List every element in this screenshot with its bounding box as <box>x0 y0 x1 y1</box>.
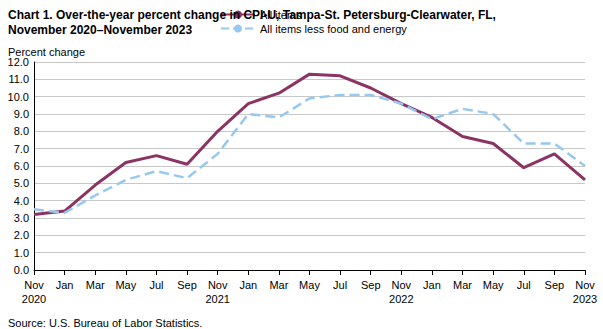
svg-text:6.0: 6.0 <box>14 160 29 172</box>
svg-text:0.0: 0.0 <box>14 264 29 276</box>
svg-text:Jan: Jan <box>239 279 257 291</box>
svg-text:Mar: Mar <box>86 279 105 291</box>
svg-text:2023: 2023 <box>573 293 597 305</box>
svg-text:5.0: 5.0 <box>14 177 29 189</box>
svg-text:May: May <box>483 279 504 291</box>
svg-text:Sep: Sep <box>361 279 381 291</box>
svg-text:Nov: Nov <box>392 279 412 291</box>
svg-text:Mar: Mar <box>269 279 288 291</box>
svg-text:Jul: Jul <box>333 279 347 291</box>
svg-text:2020: 2020 <box>22 293 46 305</box>
svg-text:November 2020–November 2023: November 2020–November 2023 <box>8 23 192 37</box>
svg-text:Percent change: Percent change <box>8 46 85 58</box>
svg-text:Mar: Mar <box>453 279 472 291</box>
svg-text:8.0: 8.0 <box>14 125 29 137</box>
svg-text:Chart 1. Over-the-year percent: Chart 1. Over-the-year percent change in… <box>8 8 496 22</box>
svg-text:Jul: Jul <box>517 279 531 291</box>
svg-text:Nov: Nov <box>208 279 228 291</box>
svg-text:Sep: Sep <box>545 279 565 291</box>
svg-text:All items less food and energy: All items less food and energy <box>260 23 407 35</box>
svg-text:Jul: Jul <box>149 279 163 291</box>
svg-text:Jan: Jan <box>56 279 74 291</box>
svg-text:Jan: Jan <box>423 279 441 291</box>
svg-text:2022: 2022 <box>389 293 413 305</box>
svg-text:2021: 2021 <box>205 293 229 305</box>
svg-text:4.0: 4.0 <box>14 195 29 207</box>
svg-text:10.0: 10.0 <box>8 91 29 103</box>
svg-text:3.0: 3.0 <box>14 212 29 224</box>
svg-text:Nov: Nov <box>24 279 44 291</box>
svg-text:9.0: 9.0 <box>14 108 29 120</box>
svg-text:1.0: 1.0 <box>14 247 29 259</box>
svg-text:May: May <box>299 279 320 291</box>
svg-text:7.0: 7.0 <box>14 143 29 155</box>
svg-text:May: May <box>115 279 136 291</box>
svg-text:Nov: Nov <box>575 279 595 291</box>
svg-text:2.0: 2.0 <box>14 229 29 241</box>
svg-text:Source: U.S. Bureau of Labor S: Source: U.S. Bureau of Labor Statistics. <box>8 317 202 329</box>
svg-text:Sep: Sep <box>177 279 197 291</box>
svg-text:12.0: 12.0 <box>8 56 29 68</box>
svg-text:11.0: 11.0 <box>8 73 29 85</box>
